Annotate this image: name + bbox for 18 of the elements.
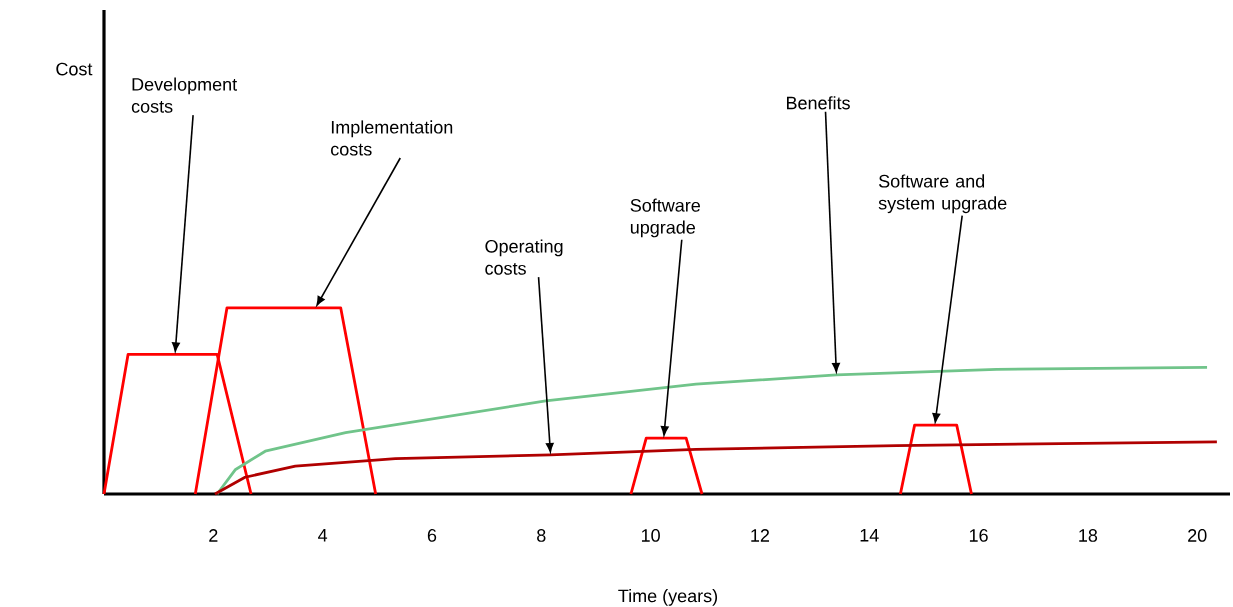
text: Software upgrade xyxy=(630,198,700,238)
text: Development costs xyxy=(131,77,237,113)
text: Implementation costs xyxy=(331,120,453,156)
x-axis-title: Time (years) xyxy=(618,589,718,606)
x-tick-label: 18 xyxy=(1079,529,1098,542)
x-tick-label: 2 xyxy=(209,529,218,542)
text: Benefits xyxy=(787,96,850,110)
x-tick-label: 10 xyxy=(641,529,660,542)
x-tick-label: 20 xyxy=(1188,529,1207,542)
text: Operating costs xyxy=(485,239,563,275)
x-tick-label: 6 xyxy=(427,529,437,542)
x-tick-label: 14 xyxy=(860,529,879,542)
text: Cost xyxy=(56,62,93,76)
x-tick-label: 4 xyxy=(318,529,328,542)
x-tick-label: 12 xyxy=(751,529,770,542)
text: Software and system upgrade xyxy=(878,174,1007,214)
x-tick-label: 16 xyxy=(969,529,988,542)
x-tick-label: 8 xyxy=(537,529,546,542)
